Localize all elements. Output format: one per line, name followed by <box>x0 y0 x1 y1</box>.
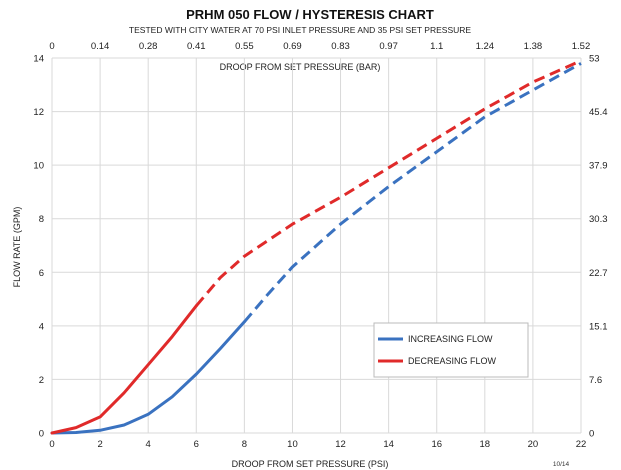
legend-box <box>373 322 529 378</box>
chart-title: PRHM 050 FLOW / HYSTERESIS CHART <box>186 7 434 22</box>
x-tick-label: 8 <box>242 439 247 450</box>
x2-tick-label: 1.52 <box>572 41 591 52</box>
x2-tick-label: 1.1 <box>430 41 443 52</box>
increasing-flow-line-solid <box>50 320 246 435</box>
y-tick-label: 14 <box>33 54 44 65</box>
x2-tick-label: 0.97 <box>379 41 398 52</box>
y-tick-label: 0 <box>39 429 44 440</box>
y2-tick-label: 45.4 <box>589 107 608 118</box>
y-tick-label: 4 <box>39 321 44 332</box>
y2-tick-label: 53 <box>589 54 600 65</box>
x-tick-label: 10 <box>287 439 298 450</box>
top-axis-title: DROOP FROM SET PRESSURE (BAR) <box>220 62 381 72</box>
legend-label-increasing: INCREASING FLOW <box>408 334 493 344</box>
y-tick-label: 10 <box>33 161 44 172</box>
x2-tick-label: 1.24 <box>476 41 495 52</box>
x2-tick-label: 0.28 <box>139 41 158 52</box>
x-tick-label: 20 <box>528 439 539 450</box>
x-tick-label: 22 <box>576 439 587 450</box>
decreasing-flow-line-solid <box>50 304 198 435</box>
left-axis-title: FLOW RATE (GPM) <box>12 207 22 288</box>
increasing-flow-line-dashed <box>243 62 582 323</box>
y-tick-label: 12 <box>33 107 44 118</box>
x-tick-label: 12 <box>335 439 346 450</box>
tick-labels: 0020.1440.2860.4180.55100.69120.83140.97… <box>33 41 607 450</box>
x-tick-label: 18 <box>480 439 491 450</box>
series-lines <box>50 59 582 435</box>
x2-tick-label: 0.55 <box>235 41 254 52</box>
x-tick-label: 14 <box>383 439 394 450</box>
y2-tick-label: 30.3 <box>589 214 608 225</box>
grid <box>51 57 582 434</box>
y2-tick-label: 0 <box>589 429 594 440</box>
legend: INCREASING FLOW DECREASING FLOW <box>373 322 529 378</box>
y-tick-label: 8 <box>39 214 44 225</box>
y2-tick-label: 7.6 <box>589 375 602 386</box>
x2-tick-label: 0.41 <box>187 41 206 52</box>
y-tick-label: 6 <box>39 268 44 279</box>
x2-tick-label: 0 <box>49 41 54 52</box>
decreasing-flow-line-dashed <box>195 59 582 307</box>
x-tick-label: 6 <box>194 439 199 450</box>
x-tick-label: 0 <box>49 439 54 450</box>
x-tick-label: 16 <box>431 439 442 450</box>
y-tick-label: 2 <box>39 375 44 386</box>
bottom-axis-title: DROOP FROM SET PRESSURE (PSI) <box>232 459 389 469</box>
y2-tick-label: 37.9 <box>589 161 608 172</box>
revision-date: 10/14 <box>553 461 570 468</box>
x2-tick-label: 0.69 <box>283 41 302 52</box>
y2-tick-label: 22.7 <box>589 268 608 279</box>
legend-label-decreasing: DECREASING FLOW <box>408 356 497 366</box>
y2-tick-label: 15.1 <box>589 321 608 332</box>
x-tick-label: 2 <box>97 439 102 450</box>
x-tick-label: 4 <box>146 439 151 450</box>
x2-tick-label: 0.14 <box>91 41 110 52</box>
chart-subtitle: TESTED WITH CITY WATER AT 70 PSI INLET P… <box>129 25 471 35</box>
x2-tick-label: 1.38 <box>524 41 543 52</box>
x2-tick-label: 0.83 <box>331 41 350 52</box>
